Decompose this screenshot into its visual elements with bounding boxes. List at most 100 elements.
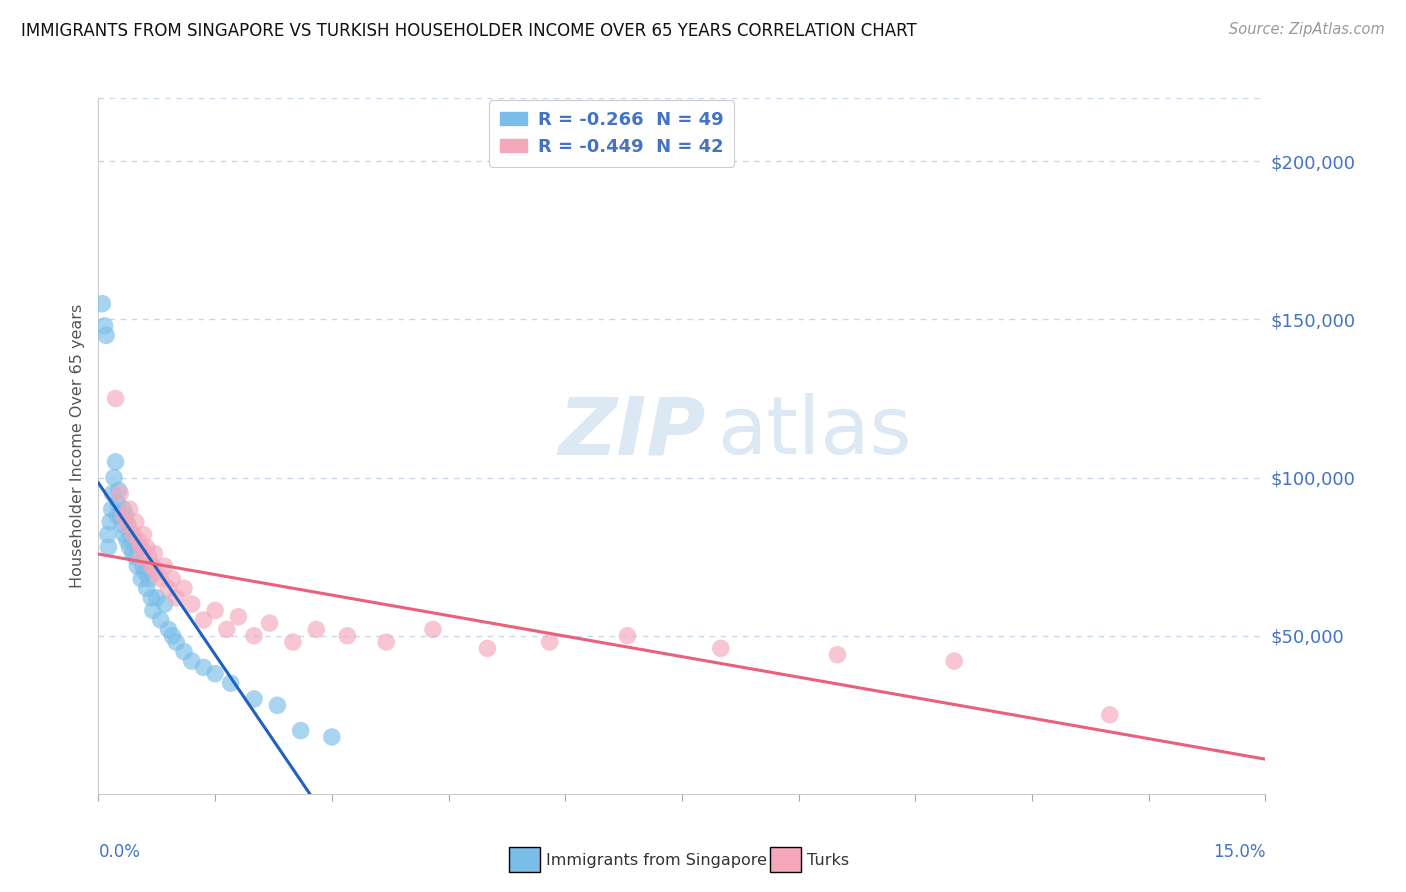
Point bbox=[142, 603, 165, 617]
Point bbox=[98, 515, 121, 529]
Point bbox=[336, 629, 359, 643]
Point bbox=[114, 508, 136, 523]
Point bbox=[616, 629, 638, 643]
Point bbox=[422, 623, 444, 637]
Point bbox=[165, 591, 187, 605]
Point bbox=[281, 635, 304, 649]
Point bbox=[162, 572, 184, 586]
Point bbox=[135, 582, 157, 596]
Point bbox=[112, 527, 135, 541]
Point bbox=[157, 582, 180, 596]
Text: Immigrants from Singapore: Immigrants from Singapore bbox=[546, 854, 766, 868]
Point bbox=[107, 483, 129, 498]
Point bbox=[134, 566, 156, 580]
Point bbox=[129, 540, 152, 554]
Point bbox=[180, 654, 202, 668]
Point bbox=[477, 641, 499, 656]
Point bbox=[112, 502, 135, 516]
Point bbox=[219, 676, 242, 690]
Point bbox=[129, 549, 152, 564]
Point bbox=[143, 547, 166, 561]
Point bbox=[105, 508, 128, 523]
Point bbox=[122, 533, 145, 548]
Point bbox=[204, 666, 226, 681]
Point bbox=[149, 613, 172, 627]
Point bbox=[127, 559, 149, 574]
Legend: R = -0.266  N = 49, R = -0.449  N = 42: R = -0.266 N = 49, R = -0.449 N = 42 bbox=[489, 100, 734, 167]
Point bbox=[193, 660, 215, 674]
Point bbox=[153, 597, 176, 611]
Point bbox=[321, 730, 343, 744]
Y-axis label: Householder Income Over 65 years: Householder Income Over 65 years bbox=[70, 304, 86, 588]
Text: Source: ZipAtlas.com: Source: ZipAtlas.com bbox=[1229, 22, 1385, 37]
Point bbox=[193, 613, 215, 627]
Point bbox=[91, 296, 114, 310]
Point bbox=[141, 591, 163, 605]
Point bbox=[538, 635, 561, 649]
Point bbox=[124, 549, 146, 564]
Point bbox=[146, 591, 169, 605]
Point bbox=[259, 616, 281, 631]
Point bbox=[153, 559, 176, 574]
Point bbox=[100, 502, 122, 516]
Text: 15.0%: 15.0% bbox=[1213, 843, 1265, 861]
Point bbox=[138, 549, 160, 564]
Point bbox=[107, 496, 129, 510]
Point bbox=[165, 635, 187, 649]
Point bbox=[180, 597, 202, 611]
Point bbox=[1098, 707, 1121, 722]
Point bbox=[215, 623, 238, 637]
Point bbox=[108, 508, 131, 523]
Point bbox=[115, 533, 138, 548]
Point bbox=[146, 566, 169, 580]
Point bbox=[118, 540, 141, 554]
Point bbox=[243, 629, 266, 643]
Point bbox=[141, 559, 163, 574]
Point bbox=[122, 527, 145, 541]
Point bbox=[827, 648, 849, 662]
Point bbox=[96, 328, 118, 343]
Point bbox=[375, 635, 398, 649]
Point bbox=[204, 603, 226, 617]
Point bbox=[129, 572, 152, 586]
Point bbox=[108, 486, 131, 500]
Text: IMMIGRANTS FROM SINGAPORE VS TURKISH HOUSEHOLDER INCOME OVER 65 YEARS CORRELATIO: IMMIGRANTS FROM SINGAPORE VS TURKISH HOU… bbox=[21, 22, 917, 40]
Point bbox=[142, 559, 165, 574]
Point bbox=[112, 508, 135, 523]
Point bbox=[173, 582, 195, 596]
Text: atlas: atlas bbox=[717, 393, 911, 471]
Point bbox=[243, 692, 266, 706]
Point bbox=[290, 723, 312, 738]
Point bbox=[121, 547, 143, 561]
Point bbox=[149, 572, 172, 586]
Point bbox=[128, 540, 150, 554]
Point bbox=[120, 527, 142, 541]
Text: ZIP: ZIP bbox=[558, 393, 706, 471]
Point bbox=[101, 486, 124, 500]
Point bbox=[710, 641, 733, 656]
Point bbox=[97, 527, 120, 541]
Point bbox=[104, 392, 127, 406]
Point bbox=[943, 654, 966, 668]
Point bbox=[125, 515, 148, 529]
Point bbox=[162, 629, 184, 643]
Point bbox=[132, 559, 155, 574]
Point bbox=[104, 455, 127, 469]
Point bbox=[117, 518, 139, 533]
Point bbox=[111, 518, 134, 533]
Point bbox=[97, 540, 120, 554]
Point bbox=[128, 533, 150, 548]
Point bbox=[157, 623, 180, 637]
Point bbox=[266, 698, 288, 713]
Point bbox=[132, 527, 155, 541]
Point bbox=[228, 609, 250, 624]
Point bbox=[135, 540, 157, 554]
Point bbox=[173, 644, 195, 658]
Point bbox=[93, 318, 115, 333]
Text: Turks: Turks bbox=[807, 854, 849, 868]
Point bbox=[138, 572, 160, 586]
Point bbox=[115, 518, 138, 533]
Text: 0.0%: 0.0% bbox=[98, 843, 141, 861]
Point bbox=[118, 502, 141, 516]
Point bbox=[305, 623, 328, 637]
